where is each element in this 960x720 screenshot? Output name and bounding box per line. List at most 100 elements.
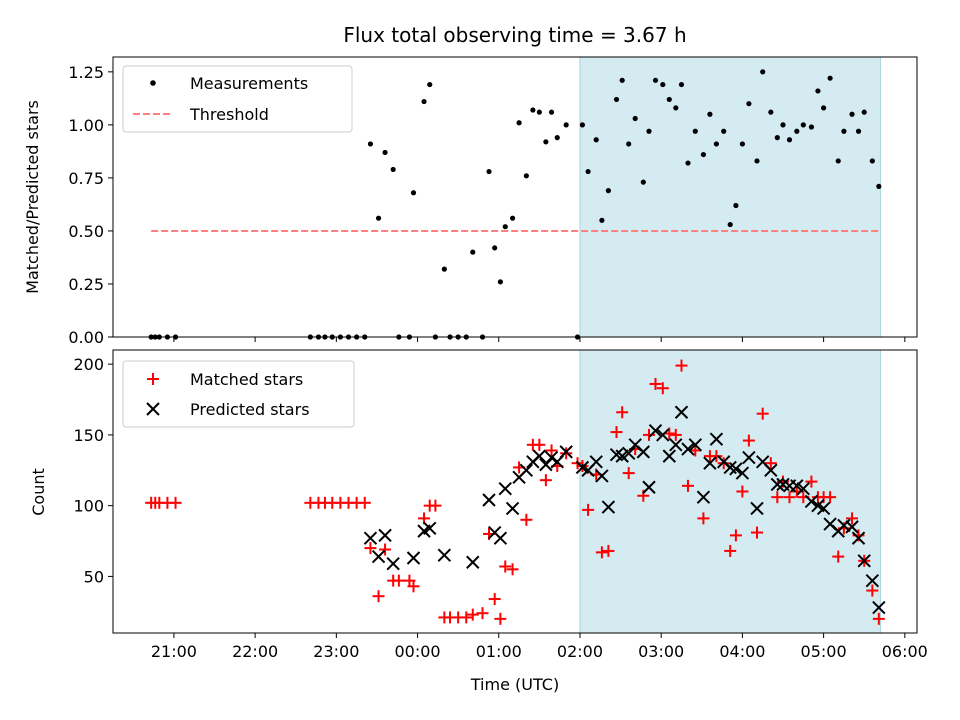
- measurement-point: [382, 149, 388, 156]
- predicted-star-point: [669, 438, 683, 452]
- predicted-star-point: [386, 556, 400, 571]
- bottom-ytick-label: 150: [73, 426, 104, 445]
- measurement-point: [579, 122, 586, 128]
- matched-star-point: [576, 460, 589, 473]
- measurement-point: [497, 279, 503, 285]
- top-ytick-label: 0.75: [68, 169, 104, 188]
- predicted-star-point: [595, 469, 609, 483]
- measurement-point: [613, 96, 620, 103]
- matched-star-point: [756, 407, 769, 420]
- legend-matched-marker: [147, 373, 159, 385]
- matched-star-point: [669, 428, 682, 441]
- bottom-legend-box: [122, 360, 355, 428]
- measurement-point: [666, 96, 672, 103]
- measurement-point: [516, 120, 522, 126]
- predicted-star-point: [621, 446, 636, 461]
- predicted-star-point: [735, 466, 750, 480]
- measurement-point: [673, 105, 679, 111]
- bottom-xtick-label: 04:00: [719, 642, 765, 661]
- top-shaded-region: [579, 56, 881, 338]
- matched-star-point: [872, 612, 885, 625]
- predicted-star-point: [656, 428, 670, 442]
- bottom-xtick-label: 03:00: [638, 642, 684, 661]
- measurement-point: [746, 101, 752, 107]
- predicted-star-point: [363, 531, 378, 545]
- measurement-point: [869, 158, 875, 164]
- bottom-x-axis-label: Time (UTC): [470, 675, 559, 694]
- measurement-point: [780, 122, 786, 128]
- measurement-point: [721, 128, 727, 134]
- top-ytick-label: 1.25: [68, 63, 104, 82]
- matched-star-point: [488, 593, 501, 606]
- bottom-xtick-label: 21:00: [151, 642, 197, 661]
- measurement-point: [692, 128, 698, 134]
- top-measurement-points: [148, 69, 882, 340]
- matched-star-point: [832, 550, 845, 563]
- measurement-point: [492, 245, 498, 251]
- measurement-point: [707, 111, 713, 117]
- measurement-point: [441, 266, 447, 272]
- predicted-star-point: [559, 445, 573, 459]
- measurement-point: [754, 158, 760, 164]
- matched-star-point: [379, 543, 392, 556]
- predicted-star-point: [636, 445, 651, 459]
- measurement-point: [367, 141, 374, 147]
- panel-bottom: 50 100 150 200 21:00 22:00 23:00 00:00 01:00 02:…: [29, 349, 928, 694]
- predicted-star-point: [750, 501, 764, 516]
- top-axes-frame: [112, 56, 918, 338]
- matched-star-point: [616, 406, 629, 419]
- measurement-point: [652, 77, 659, 83]
- top-legend-box: [122, 65, 353, 133]
- measurement-point: [733, 202, 739, 209]
- measurement-point: [861, 109, 867, 115]
- top-ytick-label: 0.00: [68, 328, 104, 347]
- measurement-point: [605, 188, 611, 194]
- matched-star-point: [866, 584, 879, 597]
- matched-star-point: [724, 544, 737, 557]
- measurement-point: [646, 128, 652, 134]
- matched-star-point: [764, 457, 777, 470]
- predicted-star-point: [851, 531, 866, 545]
- bottom-xtick-label: 23:00: [313, 642, 359, 661]
- measurement-point: [800, 122, 806, 128]
- predicted-star-point: [601, 500, 616, 514]
- predicted-star-point: [845, 520, 859, 534]
- matched-star-point: [622, 467, 635, 480]
- predicted-star-point: [589, 455, 603, 469]
- predicted-star-point: [688, 438, 702, 452]
- predicted-star-point: [437, 548, 452, 562]
- bottom-matched-points: [145, 359, 885, 625]
- measurement-point: [774, 135, 780, 141]
- measurement-point: [827, 75, 833, 81]
- measurement-point: [593, 137, 599, 143]
- measurement-point: [794, 128, 800, 134]
- matched-star-point: [805, 475, 818, 488]
- predicted-star-point: [816, 501, 831, 516]
- bottom-y-ticks: 50 100 150 200: [73, 355, 113, 586]
- measurement-point: [768, 109, 774, 115]
- predicted-star-point: [872, 600, 886, 615]
- predicted-star-point: [519, 463, 534, 477]
- predicted-star-point: [406, 551, 421, 565]
- predicted-star-point: [674, 405, 689, 419]
- measurement-point: [760, 69, 766, 75]
- matched-star-point: [643, 428, 655, 441]
- matched-star-point: [675, 359, 688, 372]
- matched-star-point: [533, 438, 546, 451]
- predicted-star-point: [505, 501, 520, 516]
- predicted-star-point: [709, 432, 724, 446]
- legend-measurements-marker: [150, 80, 156, 86]
- matched-star-point: [771, 491, 784, 504]
- measurement-point: [375, 215, 382, 221]
- matched-star-point: [520, 513, 533, 526]
- measurement-point: [855, 128, 862, 134]
- matched-star-point: [602, 544, 615, 557]
- bottom-xtick-label: 00:00: [394, 642, 440, 661]
- matched-star-point: [783, 491, 796, 504]
- predicted-star-point: [642, 480, 656, 494]
- measurement-point: [427, 81, 433, 88]
- matched-star-point: [751, 526, 764, 539]
- predicted-star-point: [804, 494, 819, 509]
- measurement-point: [523, 173, 529, 179]
